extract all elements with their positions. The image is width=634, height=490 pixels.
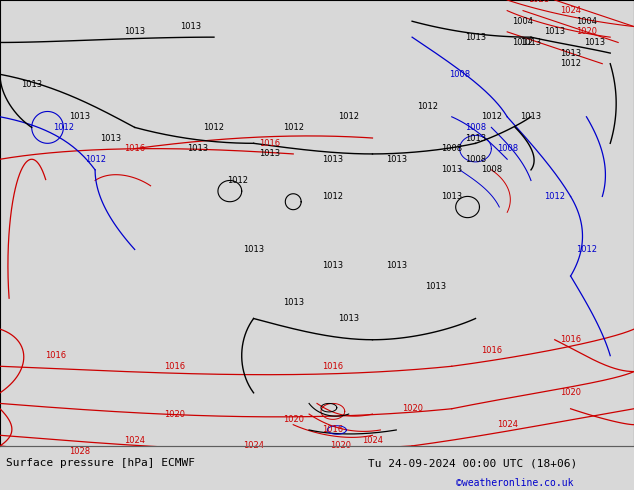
Text: 1013: 1013 xyxy=(283,298,304,307)
Text: 1013: 1013 xyxy=(338,314,359,323)
Text: Surface pressure [hPa] ECMWF: Surface pressure [hPa] ECMWF xyxy=(6,458,195,468)
Text: 1013: 1013 xyxy=(441,165,462,174)
Text: 1020: 1020 xyxy=(401,404,423,413)
Text: 1028: 1028 xyxy=(68,447,90,456)
Text: 1012: 1012 xyxy=(227,176,249,185)
Text: 1012: 1012 xyxy=(53,123,74,132)
Text: 1013: 1013 xyxy=(243,245,264,254)
Text: 1008: 1008 xyxy=(465,155,486,164)
Text: 1004: 1004 xyxy=(576,17,597,26)
Text: 1016: 1016 xyxy=(164,362,185,371)
Text: 1012: 1012 xyxy=(481,112,502,122)
Text: 1013: 1013 xyxy=(425,282,446,291)
Text: 1013: 1013 xyxy=(544,27,566,36)
Text: 1013: 1013 xyxy=(465,133,486,143)
Text: 1024: 1024 xyxy=(560,6,581,15)
Text: 1020: 1020 xyxy=(576,27,597,36)
Text: 1008: 1008 xyxy=(481,165,502,174)
Text: 1016: 1016 xyxy=(45,351,66,360)
Text: 1012: 1012 xyxy=(84,155,106,164)
Text: 1012: 1012 xyxy=(322,192,344,201)
Text: 1024: 1024 xyxy=(124,436,145,445)
Text: 1008: 1008 xyxy=(449,70,470,79)
Text: 1013: 1013 xyxy=(259,149,280,158)
Text: 1013: 1013 xyxy=(21,80,42,90)
Text: 1016: 1016 xyxy=(322,425,344,435)
Text: 1013: 1013 xyxy=(465,33,486,42)
Text: 1012: 1012 xyxy=(512,38,534,47)
Text: 1008: 1008 xyxy=(465,123,486,132)
Text: 1013: 1013 xyxy=(521,38,541,47)
Text: 1012: 1012 xyxy=(338,112,359,122)
Text: 1013: 1013 xyxy=(100,133,122,143)
Text: 1013: 1013 xyxy=(560,49,581,58)
Text: 1012: 1012 xyxy=(204,123,224,132)
Text: 1013: 1013 xyxy=(322,261,344,270)
Text: 1013: 1013 xyxy=(179,22,201,31)
Text: 1008: 1008 xyxy=(441,144,462,153)
Text: 1012: 1012 xyxy=(283,123,304,132)
Text: 1024: 1024 xyxy=(496,420,518,429)
Text: 1024: 1024 xyxy=(243,441,264,450)
Text: 1012: 1012 xyxy=(544,192,566,201)
Text: 1013: 1013 xyxy=(521,112,541,122)
Text: 1016: 1016 xyxy=(124,144,145,153)
Text: 1020: 1020 xyxy=(560,388,581,397)
Text: 1013: 1013 xyxy=(124,27,145,36)
Text: 1008: 1008 xyxy=(496,144,518,153)
Text: 1013: 1013 xyxy=(385,155,407,164)
Text: 1020: 1020 xyxy=(283,415,304,424)
Text: ©weatheronline.co.uk: ©weatheronline.co.uk xyxy=(456,478,574,488)
Text: 1013: 1013 xyxy=(188,144,209,153)
Text: 1013: 1013 xyxy=(584,38,605,47)
Text: 1020: 1020 xyxy=(164,410,185,418)
Text: 1013: 1013 xyxy=(68,112,90,122)
Text: 1016: 1016 xyxy=(259,139,280,148)
Text: 1013: 1013 xyxy=(441,192,462,201)
Text: Tu 24-09-2024 00:00 UTC (18+06): Tu 24-09-2024 00:00 UTC (18+06) xyxy=(368,458,577,468)
Text: 1020: 1020 xyxy=(330,441,351,450)
Text: 1012: 1012 xyxy=(417,101,439,111)
Text: 1016: 1016 xyxy=(322,362,344,371)
Text: 1016: 1016 xyxy=(481,346,502,355)
Text: 1028: 1028 xyxy=(528,0,550,4)
Text: 1004: 1004 xyxy=(512,17,534,26)
Text: 1024: 1024 xyxy=(362,436,383,445)
Text: 1012: 1012 xyxy=(576,245,597,254)
Text: 1012: 1012 xyxy=(560,59,581,68)
Text: 1013: 1013 xyxy=(322,155,344,164)
Text: 1016: 1016 xyxy=(560,335,581,344)
Text: 1013: 1013 xyxy=(385,261,407,270)
